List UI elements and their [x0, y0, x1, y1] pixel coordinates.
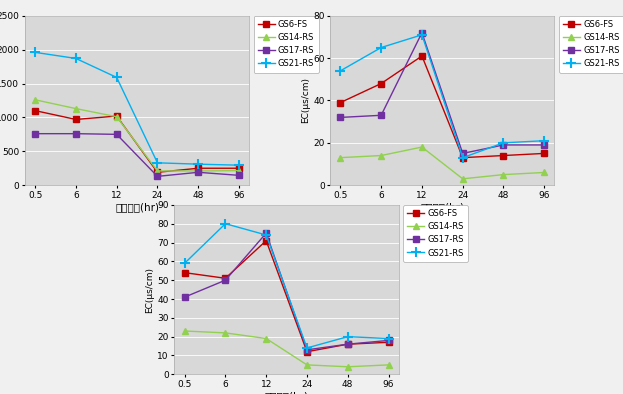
- GS14-RS: [385, 362, 392, 367]
- GS17-RS: [385, 338, 392, 343]
- GS14-RS: [154, 169, 161, 173]
- Line: GS21-RS: GS21-RS: [180, 219, 393, 353]
- GS14-RS: [336, 155, 344, 160]
- GS21-RS: [385, 336, 392, 341]
- GS21-RS: [344, 334, 351, 339]
- GS14-RS: [181, 329, 188, 333]
- GS21-RS: [378, 45, 385, 50]
- GS14-RS: [262, 336, 270, 341]
- GS17-RS: [222, 278, 229, 282]
- GS6-FS: [344, 342, 351, 347]
- GS17-RS: [181, 295, 188, 299]
- Legend: GS6-FS, GS14-RS, GS17-RS, GS21-RS: GS6-FS, GS14-RS, GS17-RS, GS21-RS: [559, 16, 623, 72]
- GS21-RS: [262, 232, 270, 237]
- GS6-FS: [336, 100, 344, 105]
- GS6-FS: [181, 270, 188, 275]
- Legend: GS6-FS, GS14-RS, GS17-RS, GS21-RS: GS6-FS, GS14-RS, GS17-RS, GS21-RS: [254, 16, 318, 72]
- Line: GS17-RS: GS17-RS: [181, 230, 392, 353]
- GS6-FS: [262, 238, 270, 243]
- GS21-RS: [194, 162, 202, 167]
- GS17-RS: [459, 151, 467, 156]
- GS6-FS: [459, 155, 467, 160]
- GS17-RS: [418, 30, 426, 35]
- Line: GS6-FS: GS6-FS: [181, 238, 392, 355]
- GS21-RS: [541, 138, 548, 143]
- GS6-FS: [378, 81, 385, 86]
- GS17-RS: [235, 173, 243, 178]
- GS21-RS: [459, 155, 467, 160]
- GS21-RS: [72, 56, 80, 61]
- GS17-RS: [541, 143, 548, 147]
- GS21-RS: [500, 141, 507, 145]
- GS6-FS: [385, 340, 392, 345]
- GS14-RS: [235, 168, 243, 173]
- GS14-RS: [31, 97, 39, 102]
- GS17-RS: [500, 143, 507, 147]
- GS21-RS: [154, 160, 161, 165]
- GS14-RS: [344, 364, 351, 369]
- GS21-RS: [31, 50, 39, 55]
- GS21-RS: [113, 75, 120, 80]
- GS6-FS: [31, 108, 39, 113]
- GS14-RS: [541, 170, 548, 175]
- GS14-RS: [500, 172, 507, 177]
- GS17-RS: [378, 113, 385, 118]
- GS21-RS: [222, 221, 229, 226]
- GS14-RS: [222, 331, 229, 335]
- GS17-RS: [72, 131, 80, 136]
- GS6-FS: [222, 276, 229, 281]
- GS21-RS: [336, 69, 344, 73]
- GS6-FS: [194, 166, 202, 171]
- GS17-RS: [194, 170, 202, 175]
- GS17-RS: [154, 174, 161, 179]
- GS17-RS: [344, 342, 351, 347]
- GS17-RS: [31, 131, 39, 136]
- GS14-RS: [418, 145, 426, 149]
- Line: GS14-RS: GS14-RS: [181, 328, 392, 370]
- GS6-FS: [113, 114, 120, 119]
- GS6-FS: [500, 153, 507, 158]
- GS17-RS: [113, 132, 120, 137]
- Y-axis label: EC(μs/cm): EC(μs/cm): [302, 78, 310, 123]
- GS14-RS: [72, 106, 80, 111]
- GS14-RS: [378, 153, 385, 158]
- Line: GS17-RS: GS17-RS: [337, 30, 548, 156]
- GS6-FS: [154, 170, 161, 175]
- GS17-RS: [336, 115, 344, 120]
- GS6-FS: [541, 151, 548, 156]
- GS14-RS: [113, 114, 120, 119]
- GS6-FS: [418, 54, 426, 58]
- Line: GS17-RS: GS17-RS: [32, 130, 242, 180]
- Y-axis label: EC(μs/cm): EC(μs/cm): [146, 267, 155, 312]
- Line: GS14-RS: GS14-RS: [32, 97, 242, 174]
- GS14-RS: [303, 362, 311, 367]
- X-axis label: 반응시간(hr): 반응시간(hr): [115, 203, 159, 212]
- Line: GS21-RS: GS21-RS: [31, 48, 244, 170]
- GS6-FS: [72, 117, 80, 122]
- GS17-RS: [303, 348, 311, 352]
- GS21-RS: [418, 32, 426, 37]
- GS17-RS: [262, 231, 270, 236]
- X-axis label: 반응시간(hr): 반응시간(hr): [421, 203, 464, 212]
- GS21-RS: [181, 261, 188, 266]
- GS14-RS: [194, 169, 202, 173]
- GS21-RS: [235, 163, 243, 167]
- Line: GS6-FS: GS6-FS: [337, 53, 548, 161]
- GS21-RS: [303, 346, 311, 350]
- GS6-FS: [235, 166, 243, 171]
- Line: GS6-FS: GS6-FS: [32, 108, 242, 175]
- Legend: GS6-FS, GS14-RS, GS17-RS, GS21-RS: GS6-FS, GS14-RS, GS17-RS, GS21-RS: [403, 205, 468, 262]
- Line: GS14-RS: GS14-RS: [337, 144, 548, 182]
- GS14-RS: [459, 177, 467, 181]
- Line: GS21-RS: GS21-RS: [336, 30, 549, 162]
- X-axis label: 반응시간(hr): 반응시간(hr): [265, 392, 308, 394]
- GS6-FS: [303, 349, 311, 354]
